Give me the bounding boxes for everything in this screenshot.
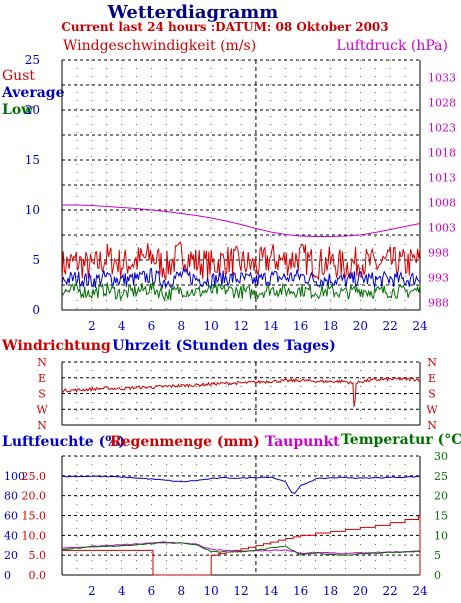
humidity-x-tick: 12 xyxy=(233,584,248,598)
time-axis-label: Uhrzeit (Stunden des Tages) xyxy=(112,338,335,354)
direction-y-tick-left: E xyxy=(38,372,46,385)
page-subtitle: Current last 24 hours :DATUM: 08 Oktober… xyxy=(61,20,388,34)
humidity-x-tick: 22 xyxy=(383,584,398,598)
wind-y-tick: 15 xyxy=(25,153,40,167)
humidity-y-tick: 80 xyxy=(4,490,18,503)
legend-average: Average xyxy=(1,85,65,101)
humidity-x-tick: 18 xyxy=(323,584,338,598)
rain-y-tick: 15.0 xyxy=(22,510,47,523)
wind-direction-series-line xyxy=(61,376,421,407)
regenmenge-series-line xyxy=(62,515,421,576)
legend-gust: Gust xyxy=(2,68,35,84)
wind-x-tick: 4 xyxy=(118,319,126,333)
wind-x-tick: 12 xyxy=(233,319,248,333)
humidity-x-tick: 16 xyxy=(293,584,308,598)
humidity-y-tick: 0 xyxy=(4,569,11,582)
direction-y-tick-right: S xyxy=(428,388,436,401)
pressure-y-tick: 1018 xyxy=(428,147,456,160)
temperatur-series-line xyxy=(61,541,421,556)
wind-y-tick: 10 xyxy=(25,203,40,217)
wind-x-tick: 14 xyxy=(263,319,279,333)
wind-x-tick: 16 xyxy=(293,319,308,333)
wind-x-tick: 22 xyxy=(383,319,398,333)
humidity-x-tick: 8 xyxy=(178,584,186,598)
pressure-y-tick: 1033 xyxy=(428,72,456,85)
wind-y-tick: 20 xyxy=(25,103,40,117)
direction-y-tick-right: N xyxy=(427,356,437,369)
direction-y-tick-right: E xyxy=(428,372,436,385)
wind-x-tick: 6 xyxy=(148,319,156,333)
rain-y-tick: 25.0 xyxy=(22,470,47,483)
pressure-y-tick: 998 xyxy=(428,247,449,260)
humidity-title: Luftfeuchte (%) xyxy=(2,434,125,450)
temperature-y-tick: 15 xyxy=(434,510,448,523)
direction-y-tick-left: S xyxy=(38,388,46,401)
humidity-y-tick: 20 xyxy=(4,549,18,562)
humidity-x-tick: 14 xyxy=(263,584,279,598)
temperature-y-tick: 10 xyxy=(434,529,448,542)
wind-x-tick: 20 xyxy=(353,319,368,333)
wind-x-tick: 10 xyxy=(204,319,219,333)
wind-x-tick: 2 xyxy=(88,319,96,333)
wind-x-tick: 18 xyxy=(323,319,338,333)
direction-y-tick-left: N xyxy=(37,419,47,432)
humidity-x-tick: 6 xyxy=(148,584,156,598)
wind-average-series-line xyxy=(61,266,421,290)
pressure-y-tick: 1023 xyxy=(428,122,456,135)
rain-y-tick: 10.0 xyxy=(22,529,47,542)
humidity-x-tick: 20 xyxy=(353,584,368,598)
direction-y-tick-left: W xyxy=(36,403,48,416)
rain-y-tick: 0.0 xyxy=(29,569,47,582)
temperature-y-tick: 30 xyxy=(434,450,448,463)
temperature-y-tick: 0 xyxy=(434,569,441,582)
rain-y-tick: 20.0 xyxy=(22,490,47,503)
humidity-x-tick: 10 xyxy=(204,584,219,598)
pressure-y-tick: 993 xyxy=(428,272,449,285)
temperature-y-tick: 5 xyxy=(434,549,441,562)
chart-layer: 0510152025988993998100310081013101810231… xyxy=(4,53,456,598)
rain-title: Regenmenge (mm) xyxy=(110,434,260,450)
pressure-title: Luftdruck (hPa) xyxy=(336,38,448,54)
pressure-y-tick: 1013 xyxy=(428,172,456,185)
wind-speed-title: Windgeschwindigkeit (m/s) xyxy=(63,38,256,54)
humidity-y-tick: 100 xyxy=(4,470,25,483)
pressure-y-tick: 1028 xyxy=(428,97,456,110)
wind-y-tick: 0 xyxy=(32,303,40,317)
dewpoint-title: Taupunkt xyxy=(265,434,340,450)
humidity-x-tick: 2 xyxy=(88,584,96,598)
humidity-x-tick: 4 xyxy=(118,584,126,598)
wind-y-tick: 5 xyxy=(32,253,40,267)
humidity-y-tick: 60 xyxy=(4,510,18,523)
wind-low-series-line xyxy=(61,281,421,302)
wind-y-tick: 25 xyxy=(25,53,40,67)
humidity-y-tick: 40 xyxy=(4,529,18,542)
pressure-y-tick: 1008 xyxy=(428,197,456,210)
temperature-y-tick: 20 xyxy=(434,490,448,503)
temperature-title: Temperatur (°C) xyxy=(341,432,461,448)
luftfeuchte-series-line xyxy=(61,475,421,494)
legend-low: Low xyxy=(2,102,34,118)
wind-direction-title: Windrichtung xyxy=(1,338,111,354)
rain-y-tick: 5.0 xyxy=(29,549,47,562)
direction-y-tick-right: N xyxy=(427,419,437,432)
pressure-series-line xyxy=(62,204,421,237)
wind-x-tick: 8 xyxy=(178,319,186,333)
wind-gust-series-line xyxy=(61,240,421,282)
humidity-x-tick: 24 xyxy=(412,584,428,598)
direction-y-tick-right: W xyxy=(426,403,438,416)
direction-y-tick-left: N xyxy=(37,356,47,369)
pressure-y-tick: 988 xyxy=(428,297,449,310)
page-title: Wetterdiagramm xyxy=(107,2,279,23)
pressure-y-tick: 1003 xyxy=(428,222,456,235)
temperature-y-tick: 25 xyxy=(434,470,448,483)
wind-x-tick: 24 xyxy=(412,319,428,333)
